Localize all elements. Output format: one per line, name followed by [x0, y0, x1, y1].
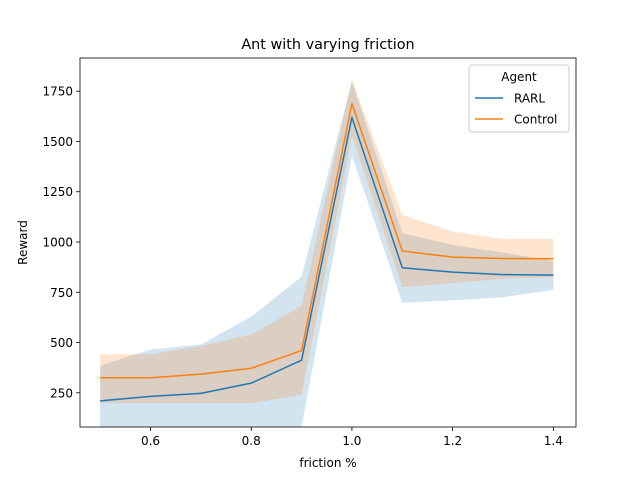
x-tick-label: 0.8: [242, 434, 261, 448]
legend-label-control: Control: [514, 113, 557, 127]
y-tick-label: 250: [50, 386, 73, 400]
legend-label-rarl: RARL: [514, 92, 545, 106]
x-axis: 0.6 0.8 1.0 1.2 1.4: [141, 427, 563, 448]
chart-title: Ant with varying friction: [241, 37, 414, 53]
y-tick-label: 1750: [42, 85, 73, 99]
x-axis-label: friction %: [299, 456, 356, 470]
y-axis-label: Reward: [16, 220, 30, 265]
series-lines: [100, 102, 554, 402]
y-tick-label: 1250: [42, 185, 73, 199]
x-tick-label: 0.6: [141, 434, 160, 448]
x-tick-label: 1.2: [443, 434, 462, 448]
band-rarl: [100, 81, 554, 427]
x-tick-label: 1.0: [342, 434, 361, 448]
line-control: [100, 102, 554, 379]
y-tick-label: 1500: [42, 135, 73, 149]
y-tick-label: 1000: [42, 235, 73, 249]
y-tick-label: 500: [50, 336, 73, 350]
y-tick-label: 750: [50, 286, 73, 300]
legend-entries: RARL Control: [475, 92, 557, 127]
plot-area: [79, 57, 577, 428]
line-rarl: [100, 116, 554, 402]
x-tick-label: 1.4: [544, 434, 563, 448]
legend-title: Agent: [501, 70, 537, 84]
legend: Agent RARL Control: [468, 64, 570, 133]
legend-box: [468, 64, 570, 133]
y-axis: 250 500 750 1000 1250 1500 1750: [42, 85, 80, 400]
